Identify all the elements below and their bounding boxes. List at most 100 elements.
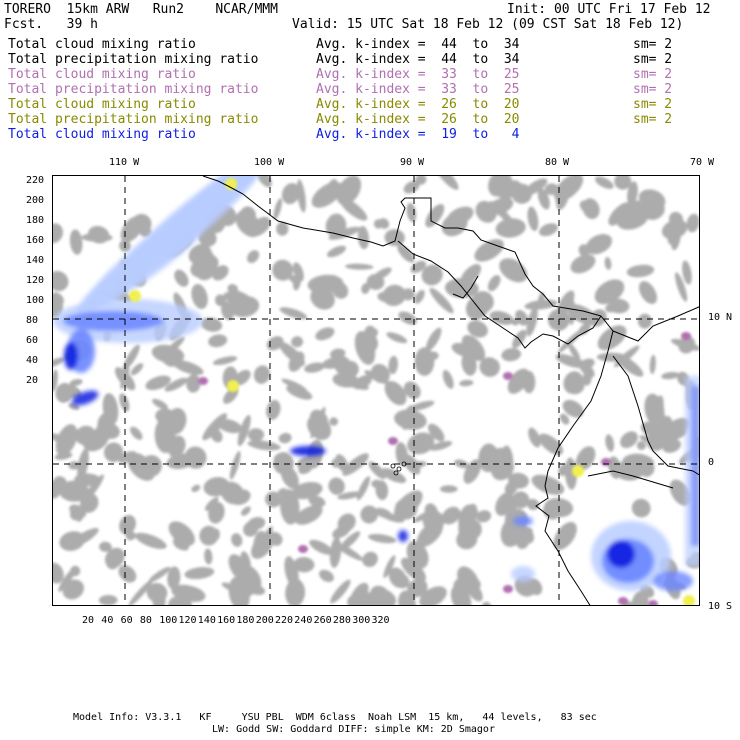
gray-cloud-patch (461, 352, 477, 376)
x-tick-label: 140 (197, 615, 216, 626)
gray-cloud-patch (527, 498, 540, 511)
lat-label-10s: 10 S (708, 601, 733, 612)
gray-cloud-patch (594, 176, 614, 189)
gray-cloud-patch (231, 533, 243, 547)
x-tick-label: 300 (352, 615, 371, 626)
gray-cloud-patch (608, 202, 632, 226)
gray-cloud-patch (459, 379, 474, 387)
gray-cloud-patch (661, 371, 680, 380)
gray-cloud-patch (154, 418, 176, 454)
gray-cloud-patch (639, 435, 658, 445)
y-tick-label: 40 (26, 355, 39, 366)
gray-cloud-patch (614, 176, 632, 190)
gray-cloud-patch (464, 275, 477, 293)
magenta-cell (388, 437, 398, 445)
gray-cloud-patch (214, 294, 227, 307)
gray-cloud-patch (398, 590, 416, 605)
gray-cloud-patch (496, 186, 513, 200)
gray-cloud-patch (670, 338, 699, 351)
gray-cloud-patch (537, 188, 550, 210)
gray-cloud-patch (361, 283, 370, 294)
gray-cloud-patch (482, 446, 496, 466)
gray-cloud-patch (294, 505, 323, 525)
gray-cloud-patch (675, 272, 688, 302)
gray-cloud-patch (327, 245, 346, 258)
y-tick-label: 60 (26, 335, 39, 346)
magenta-cell (503, 372, 513, 380)
gray-cloud-patch (118, 451, 137, 463)
gray-cloud-patch (235, 210, 261, 238)
coastline-segment (452, 275, 479, 299)
coastline-segment (202, 176, 602, 317)
coastline-segment (612, 306, 699, 342)
gray-cloud-patch (508, 472, 529, 489)
legend-field: Total precipitation mixing ratio (8, 112, 259, 127)
gray-cloud-patch (614, 460, 644, 481)
gray-cloud-patch (102, 393, 119, 425)
y-tick-label: 120 (26, 275, 45, 286)
gray-cloud-patch (53, 271, 69, 292)
gray-cloud-patch (366, 589, 386, 605)
magenta-cell (618, 597, 628, 605)
gray-cloud-patch (128, 579, 154, 605)
gray-cloud-patch (527, 578, 543, 596)
gray-cloud-patch (245, 583, 266, 595)
gray-cloud-patch (479, 357, 500, 377)
gray-cloud-patch (614, 353, 644, 377)
y-tick-label: 100 (26, 295, 45, 306)
gray-cloud-patch (555, 354, 585, 368)
x-tick-label: 280 (332, 615, 351, 626)
x-tick-label: 260 (313, 615, 332, 626)
gray-cloud-patch (504, 503, 518, 532)
gray-cloud-patch (168, 595, 192, 605)
magenta-cell (648, 600, 658, 605)
gray-cloud-patch (406, 202, 417, 222)
x-tick-label: 180 (236, 615, 255, 626)
model-title: TORERO 15km ARW Run2 NCAR/MMM (4, 2, 278, 17)
gray-cloud-patch (527, 206, 539, 232)
gray-cloud-patch (649, 354, 656, 375)
gray-cloud-patch (288, 275, 299, 283)
gray-cloud-patch (384, 380, 407, 406)
light-blue-streak (76, 218, 210, 314)
gray-cloud-patch (486, 197, 514, 215)
dark-blue-core (607, 540, 635, 568)
gray-cloud-patch (377, 291, 400, 303)
coastline-segment (535, 315, 614, 605)
precipitation-field (53, 176, 699, 605)
gray-cloud-patch (524, 527, 533, 537)
gray-cloud-patch (253, 365, 271, 384)
yellow-cell (227, 380, 239, 392)
gray-cloud-patch (427, 423, 445, 442)
gray-cloud-patch (130, 426, 143, 440)
gray-cloud-patch (395, 574, 410, 589)
legend-field: Total precipitation mixing ratio (8, 52, 259, 67)
gray-cloud-patch (276, 222, 289, 236)
gray-cloud-patch (631, 590, 649, 605)
gray-cloud-patch (172, 360, 204, 375)
magenta-yellow-group (129, 178, 695, 605)
gray-cloud-patch (570, 254, 596, 274)
gray-cloud-patch (145, 375, 171, 391)
galapagos-island (393, 470, 399, 476)
gray-cloud-patch (481, 601, 492, 605)
gray-cloud-patch (401, 557, 426, 582)
yellow-cell (129, 290, 141, 302)
light-blue-streak (167, 176, 279, 230)
gray-cloud-patch (366, 274, 385, 290)
legend-kindex: Avg. k-index = 33 to 25 (316, 67, 520, 82)
gray-cloud-patch (99, 541, 112, 552)
gray-cloud-patch (208, 334, 228, 348)
y-tick-label: 160 (26, 235, 45, 246)
gray-cloud-patch (67, 528, 99, 549)
legend-smoothing: sm= 2 (633, 52, 673, 67)
gray-cloud-patch (229, 451, 241, 480)
gray-cloud-patch (421, 264, 443, 286)
gray-cloud-patch (58, 567, 77, 592)
legend-field: Total cloud mixing ratio (8, 67, 196, 82)
gray-cloud-patch (539, 223, 558, 237)
gray-cloud-patch (119, 514, 137, 535)
gray-cloud-patch (531, 474, 565, 495)
gray-cloud-patch (562, 399, 584, 418)
x-tick-label: 80 (139, 615, 152, 626)
